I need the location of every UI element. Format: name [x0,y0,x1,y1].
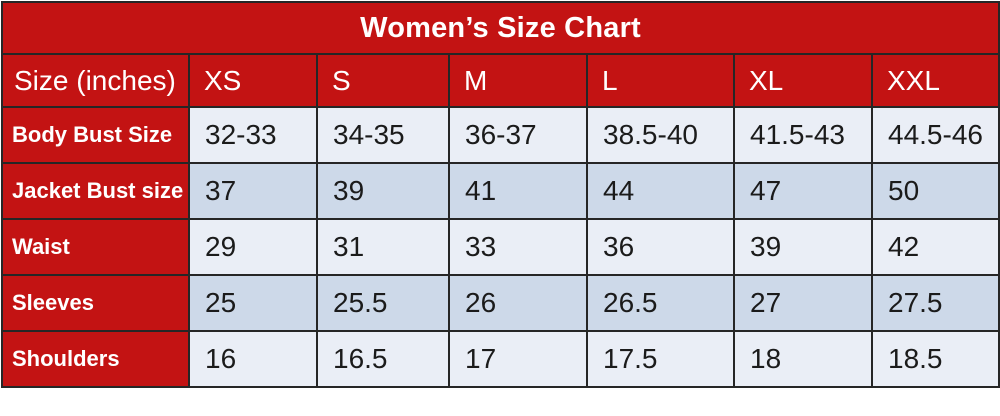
title-row: Women’s Size Chart [0,1,1000,55]
header-row: Size (inches) XS S M L XL XXL [1,53,1000,108]
table-row-jacket-bust-size: Jacket Bust size 37 39 41 44 47 50 [1,162,1000,220]
table-cell: 18 [733,330,873,388]
chart-title: Women’s Size Chart [0,1,1000,55]
column-header-xl: XL [733,53,873,108]
table-cell: 27.5 [870,274,1000,332]
table-cell: 29 [188,218,318,276]
row-label: Shoulders [1,330,190,388]
table-cell: 41 [448,162,588,220]
column-header-s: S [316,53,450,108]
row-label: Sleeves [1,274,190,332]
table-cell: 34-35 [316,106,450,164]
row-label: Waist [1,218,190,276]
column-header-xxl: XXL [870,53,1000,108]
table-cell: 44.5-46 [870,106,1000,164]
column-header-m: M [448,53,588,108]
table-cell: 37 [188,162,318,220]
table-cell: 16.5 [316,330,450,388]
table-cell: 27 [733,274,873,332]
column-header-size-inches: Size (inches) [1,53,190,108]
table-cell: 42 [870,218,1000,276]
table-cell: 25 [188,274,318,332]
table-cell: 26 [448,274,588,332]
table-cell: 16 [188,330,318,388]
table-cell: 50 [870,162,1000,220]
table-cell: 38.5-40 [586,106,735,164]
table-cell: 17.5 [586,330,735,388]
table-cell: 26.5 [586,274,735,332]
table-row-waist: Waist 29 31 33 36 39 42 [1,218,1000,276]
row-label: Body Bust Size [1,106,190,164]
table-row-sleeves: Sleeves 25 25.5 26 26.5 27 27.5 [1,274,1000,332]
table-cell: 44 [586,162,735,220]
table-row-shoulders: Shoulders 16 16.5 17 17.5 18 18.5 [1,330,1000,388]
table-row-body-bust-size: Body Bust Size 32-33 34-35 36-37 38.5-40… [1,106,1000,164]
table-cell: 25.5 [316,274,450,332]
table-cell: 17 [448,330,588,388]
column-header-l: L [586,53,735,108]
table-cell: 36-37 [448,106,588,164]
row-label: Jacket Bust size [1,162,190,220]
table-cell: 39 [316,162,450,220]
size-chart-table: Women’s Size Chart Size (inches) XS S M … [0,1,1000,388]
table-cell: 47 [733,162,873,220]
column-header-xs: XS [188,53,318,108]
table-cell: 39 [733,218,873,276]
table-cell: 32-33 [188,106,318,164]
table-cell: 41.5-43 [733,106,873,164]
table-cell: 18.5 [870,330,1000,388]
table-cell: 33 [448,218,588,276]
table-cell: 31 [316,218,450,276]
table-cell: 36 [586,218,735,276]
